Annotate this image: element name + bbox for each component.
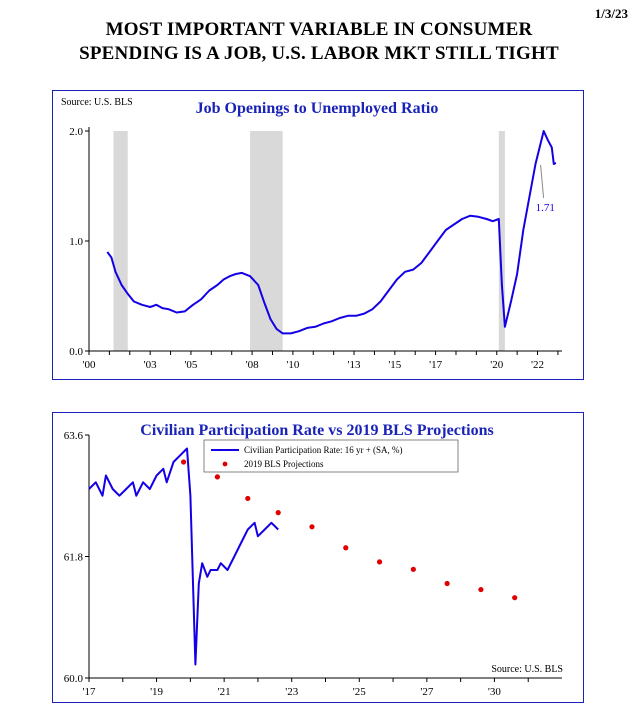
y-tick-label: 1.0 (69, 236, 83, 248)
projection-dot (214, 474, 220, 480)
legend-label-projection: 2019 BLS Projections (244, 459, 324, 469)
x-tick-label: '15 (388, 359, 401, 371)
participation-chart-panel: 60.0 61.8 63.6 '17 '19 '21 '23 '25 '27 '30 Civilia… (52, 412, 584, 703)
chart-title: Civilian Participation Rate vs 2019 BLS … (140, 422, 493, 439)
projection-dot (410, 566, 416, 572)
x-tick-label: '25 (353, 686, 366, 698)
latest-value-label: 1.71 (536, 202, 555, 214)
job-openings-chart: 0.0 1.0 2.0 '00 '03 '05 '08 '10 '13 '15 '17 '20 '22 J… (61, 97, 562, 371)
recession-band (113, 131, 128, 351)
ratio-series-line (106, 130, 557, 335)
chart-source: Source: U.S. BLS (61, 97, 133, 108)
projection-dot (376, 559, 383, 565)
job-openings-chart-panel: 0.0 1.0 2.0 '00 '03 '05 '08 '10 '13 '15 '17 '20 '22 J… (52, 90, 584, 380)
y-tick-label: 2.0 (69, 126, 83, 138)
x-tick-label: '03 (144, 359, 157, 371)
legend: Civilian Participation Rate: 16 yr + (SA… (203, 439, 459, 473)
projection-dot (343, 545, 349, 551)
projection-dot (275, 510, 281, 516)
participation-rate-line (88, 447, 279, 666)
page-title-line-1: MOST IMPORTANT VARIABLE IN CONSUMER (105, 19, 533, 40)
x-tick-label: '23 (285, 686, 298, 698)
x-tick-label: '19 (150, 686, 163, 698)
x-tick-label: '05 (184, 359, 197, 371)
projection-dot (478, 586, 484, 593)
x-tick-label: '17 (83, 686, 96, 698)
chart-source: Source: U.S. BLS (491, 664, 563, 675)
participation-chart: 60.0 61.8 63.6 '17 '19 '21 '23 '25 '27 '30 Civilia… (64, 422, 563, 698)
projection-dot (444, 580, 450, 587)
page-title-line-2: SPENDING IS A JOB, U.S. LABOR MKT STILL … (79, 43, 559, 64)
x-tick-label: '22 (531, 359, 544, 371)
y-tick-label: 60.0 (64, 673, 84, 685)
page-title: MOST IMPORTANT VARIABLE IN CONSUMER SPEN… (0, 18, 638, 66)
projection-dot (512, 595, 518, 601)
recession-band (250, 131, 283, 351)
y-tick-label: 63.6 (64, 430, 84, 442)
legend-label-participation: Civilian Participation Rate: 16 yr + (SA… (244, 445, 403, 455)
report-date: 1/3/23 (594, 6, 628, 21)
x-tick-label: '00 (83, 359, 96, 371)
x-tick-label: '30 (488, 686, 501, 698)
x-tick-label: '08 (246, 359, 259, 371)
x-tick-label: '17 (429, 359, 442, 371)
projection-dot (309, 524, 315, 530)
annotation-leader-line (540, 164, 545, 198)
y-tick-label: 0.0 (69, 346, 83, 358)
x-tick-label: '13 (348, 359, 361, 371)
projection-dot (245, 495, 251, 502)
chart-title: Job Openings to Unemployed Ratio (196, 100, 439, 117)
x-tick-label: '27 (420, 686, 433, 698)
x-tick-label: '10 (286, 359, 299, 371)
y-tick-label: 61.8 (64, 552, 84, 564)
recession-band (498, 131, 505, 351)
x-tick-label: '20 (490, 359, 503, 371)
x-tick-label: '21 (218, 686, 231, 698)
legend-box (203, 439, 459, 473)
projection-dot (181, 459, 187, 465)
legend-dot-swatch (222, 461, 228, 467)
